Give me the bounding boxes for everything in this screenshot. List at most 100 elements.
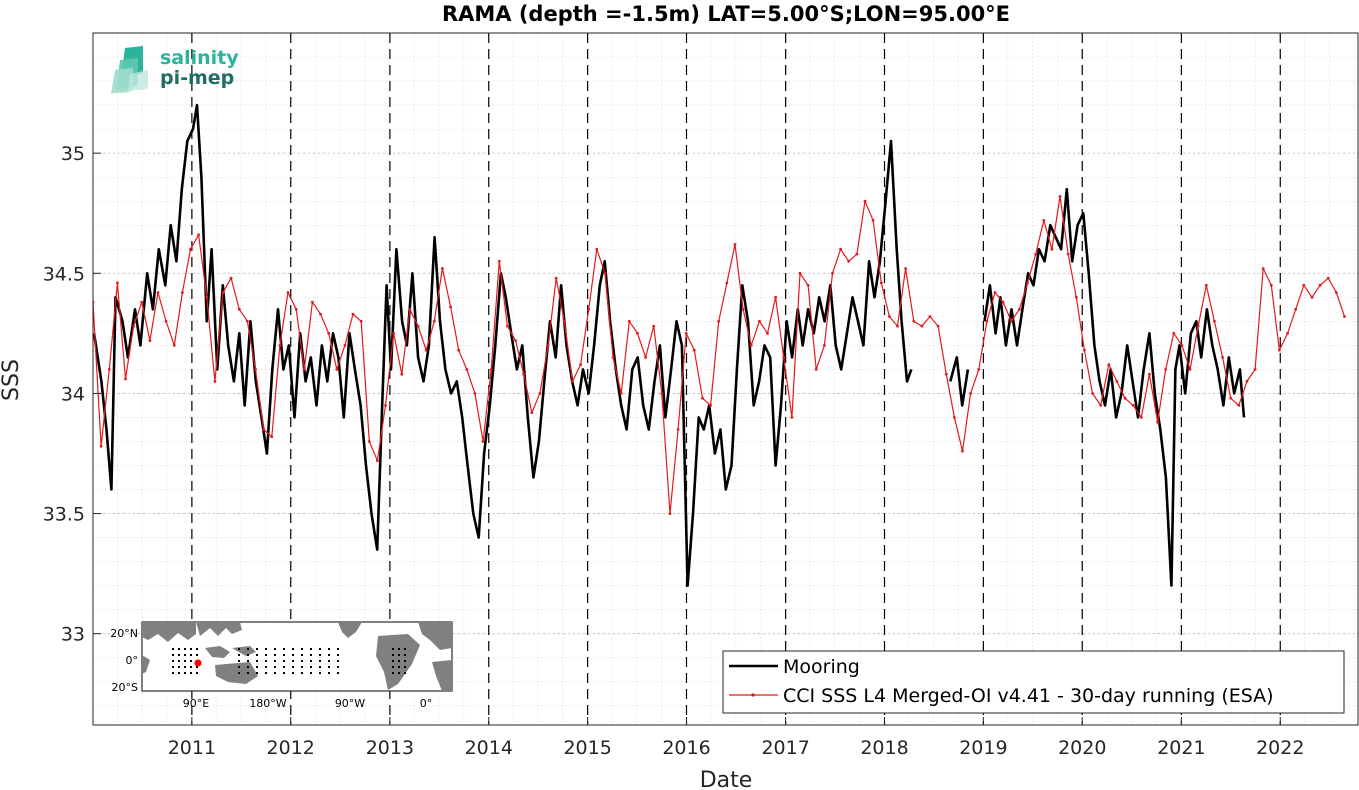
cci-point xyxy=(351,312,355,316)
legend: Mooring CCI SSS L4 Merged-OI v4.41 - 30-… xyxy=(722,650,1345,714)
cci-point xyxy=(709,404,712,407)
mooring-dot xyxy=(328,666,330,668)
cci-point xyxy=(262,428,266,431)
cci-point xyxy=(1196,324,1200,328)
cci-point xyxy=(1278,348,1281,352)
cci-point xyxy=(376,459,379,463)
cci-point xyxy=(311,300,314,304)
legend-box xyxy=(722,650,1345,714)
cci-point xyxy=(1156,420,1159,424)
cci-point xyxy=(1343,315,1346,318)
x-tick-label: 2020 xyxy=(1058,737,1106,759)
mooring-dot xyxy=(328,660,330,662)
cci-point xyxy=(644,356,647,359)
cci-point xyxy=(286,291,290,294)
cci-point xyxy=(1009,319,1013,323)
mooring-dot xyxy=(398,672,400,674)
cci-point xyxy=(1034,252,1038,256)
mooring-dot xyxy=(310,672,312,674)
cci-point xyxy=(441,267,444,270)
cci-point xyxy=(636,331,639,335)
mooring-dot xyxy=(274,648,276,650)
mooring-series-line xyxy=(949,356,970,407)
mooring-dot xyxy=(283,660,285,662)
cci-point xyxy=(416,324,420,328)
cci-point xyxy=(1115,380,1119,383)
mooring-dot xyxy=(256,648,258,650)
cci-point xyxy=(782,356,786,359)
cci-point xyxy=(977,368,981,371)
cci-point xyxy=(619,392,623,395)
cci-point xyxy=(733,243,737,246)
mooring-dot xyxy=(274,672,276,674)
mooring-dot xyxy=(398,666,400,668)
mooring-dot xyxy=(310,648,312,650)
cci-point xyxy=(408,307,412,311)
cci-point xyxy=(164,319,168,323)
cci-point xyxy=(465,368,469,371)
cci-point xyxy=(944,372,948,376)
mooring-dot xyxy=(238,666,240,668)
mooring-dot xyxy=(283,666,285,668)
cci-point xyxy=(1107,363,1111,366)
cci-point xyxy=(132,324,136,328)
mooring-dot xyxy=(184,672,186,674)
cci-point xyxy=(1302,283,1306,287)
mooring-dot xyxy=(283,672,285,674)
cci-point xyxy=(1269,283,1273,287)
cci-point xyxy=(758,319,761,323)
cci-point xyxy=(489,368,493,371)
plot-frame xyxy=(92,32,1359,726)
mooring-dot xyxy=(319,660,321,662)
mooring-dot xyxy=(328,672,330,674)
mooring-dot xyxy=(398,660,400,662)
cci-point xyxy=(896,324,899,328)
mooring-series-line xyxy=(983,187,1246,587)
cci-point xyxy=(766,331,769,335)
cci-point xyxy=(1099,404,1103,407)
cci-point xyxy=(1294,307,1298,311)
cci-point xyxy=(798,271,802,275)
cci-point xyxy=(652,324,656,328)
cci-point xyxy=(140,300,144,304)
selected-mooring-marker xyxy=(194,659,202,667)
cci-point xyxy=(221,291,225,294)
cci-point xyxy=(181,291,184,294)
cci-point xyxy=(172,344,176,347)
mooring-dot xyxy=(392,660,394,662)
mooring-dot xyxy=(247,648,249,650)
cci-point xyxy=(457,348,461,352)
mooring-dot xyxy=(292,654,294,656)
mooring-dot xyxy=(190,654,192,656)
cci-point xyxy=(1221,356,1224,359)
y-tick-label: 35 xyxy=(61,143,85,165)
mooring-dot xyxy=(392,648,394,650)
mooring-dot xyxy=(247,672,249,674)
cci-point xyxy=(1229,396,1233,400)
mooring-dot xyxy=(184,660,186,662)
cci-point xyxy=(1204,283,1208,287)
cci-point xyxy=(497,259,501,263)
mooring-dot xyxy=(265,648,267,650)
mooring-dot xyxy=(292,660,294,662)
cci-point xyxy=(928,315,932,318)
cci-point xyxy=(863,199,867,203)
cci-point xyxy=(473,392,477,395)
mooring-dot xyxy=(184,648,186,650)
x-tick-label: 2021 xyxy=(1157,737,1205,759)
cci-point xyxy=(1237,404,1241,407)
mooring-dot xyxy=(274,654,276,656)
cci-point xyxy=(197,233,201,237)
x-tick-label: 2014 xyxy=(465,737,513,759)
cci-point xyxy=(1131,404,1135,407)
x-tick-label: 2018 xyxy=(860,737,908,759)
inset-map-moorings xyxy=(172,648,406,674)
cci-point xyxy=(871,219,875,222)
cci-point xyxy=(424,348,428,352)
mooring-dot xyxy=(337,672,339,674)
mooring-dot xyxy=(404,654,406,656)
mooring-dot xyxy=(238,654,240,656)
cci-point xyxy=(99,444,103,448)
x-tick-label: 2022 xyxy=(1256,737,1304,759)
mooring-dot xyxy=(190,672,192,674)
